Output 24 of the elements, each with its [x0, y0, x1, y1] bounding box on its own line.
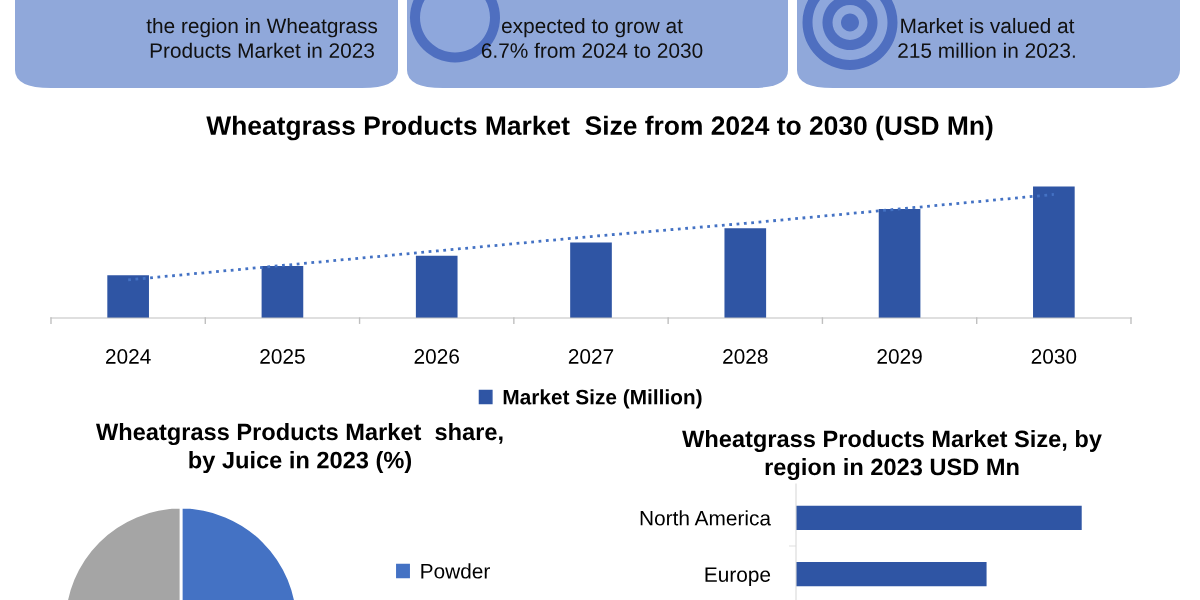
- bar: [878, 209, 921, 318]
- x-tick-label: 2029: [877, 349, 922, 364]
- y-tick-label: Europe: [705, 567, 771, 587]
- bar: [570, 242, 612, 318]
- x-tick-label: 2025: [260, 349, 305, 364]
- bar: [1033, 186, 1075, 318]
- bar: [107, 275, 149, 318]
- bar: [415, 255, 458, 318]
- text: expected to grow at 6.7% from 2024 to 2030: [481, 17, 703, 58]
- chart-title: Wheatgrass Products Market Size, by region in 2023 USD Mn: [682, 429, 1102, 481]
- x-tick-label: 2030: [1031, 349, 1077, 364]
- x-tick-label: 2024: [106, 349, 151, 364]
- chart-title: Wheatgrass Products Market Size from 2024 to 2030 (USD Mn): [206, 115, 993, 141]
- x-tick-label: 2026: [414, 349, 459, 364]
- text: the region in Wheatgrass Products Market in 2023: [146, 17, 378, 58]
- legend-label: Powder: [421, 563, 490, 579]
- chart-title: Wheatgrass Products Market share, by Juice in 2023 (%): [95, 422, 503, 474]
- text: Market is valued at 215 million in 2023.: [898, 17, 1075, 58]
- y-tick-label: North America: [640, 510, 772, 526]
- legend-label: Market Size (Million): [503, 389, 702, 409]
- x-tick-label: 2027: [568, 349, 614, 364]
- x-tick-label: 2028: [723, 349, 768, 364]
- bar: [724, 228, 767, 318]
- bar: [261, 266, 304, 318]
